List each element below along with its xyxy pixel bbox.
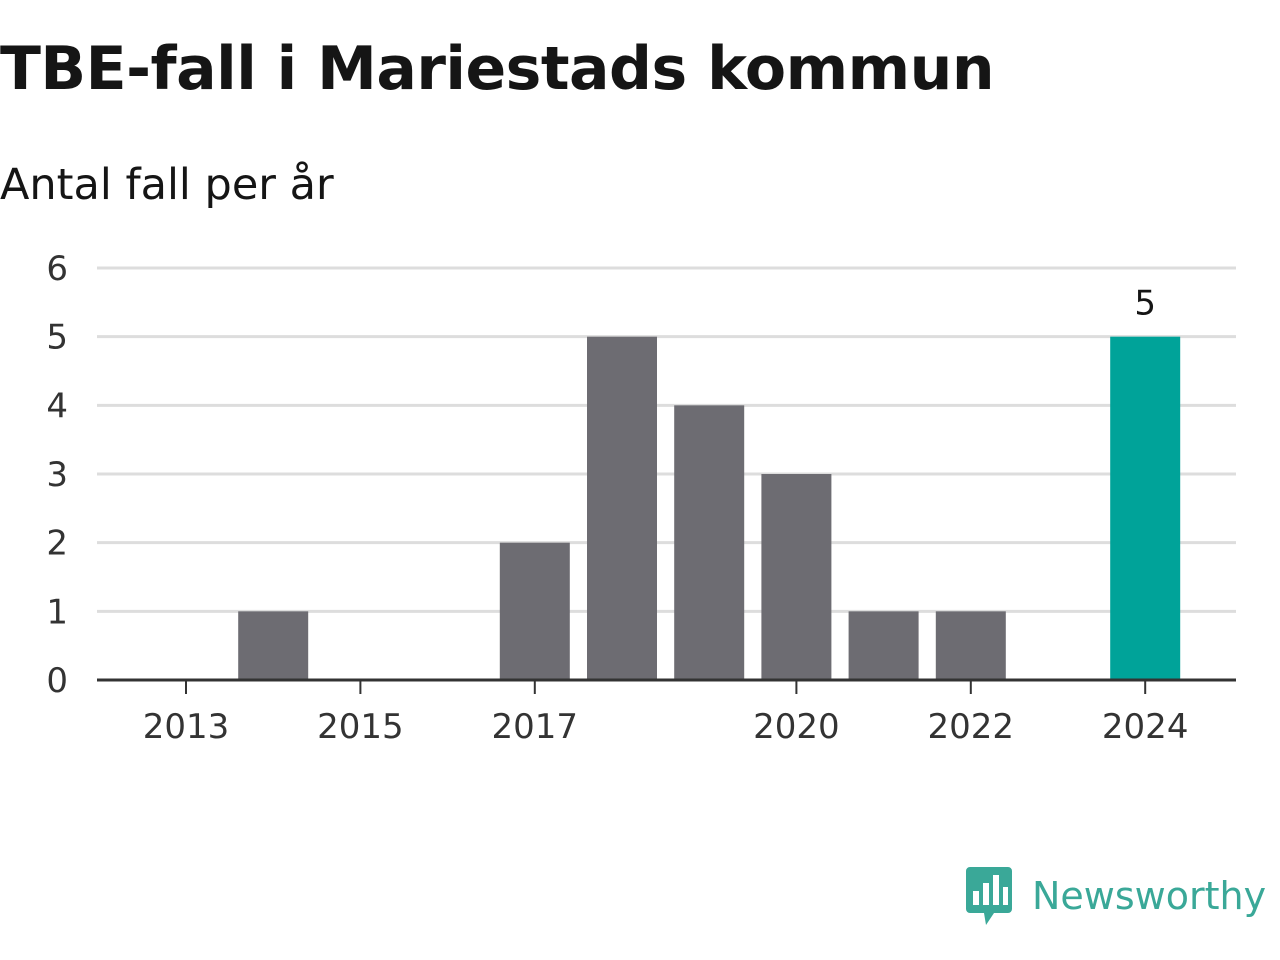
grid-lines [97,266,1236,613]
bar-2018 [587,336,657,680]
data-labels: 5 [1134,284,1156,324]
bar-chart-speech-bubble-icon [966,867,1012,925]
bar-2019 [674,405,745,680]
bar-2020 [761,474,832,680]
bar-2022 [935,611,1006,680]
x-tick-label: 2013 [143,707,230,747]
bar-2021 [848,611,919,680]
brand-logo: Newsworthy [964,864,1266,928]
y-tick-label: 0 [46,661,68,701]
x-tick-label: 2015 [317,707,404,747]
data-label-2024: 5 [1134,284,1156,324]
y-axis-ticks: 0 1 2 3 4 5 6 [46,249,68,701]
chart-title: TBE-fall i Mariestads kommun [0,34,995,104]
y-tick-label: 1 [46,592,68,632]
bar-2014 [238,611,309,680]
chart-subtitle: Antal fall per år [0,160,334,210]
x-tick-label: 2024 [1102,707,1189,747]
x-tick-label: 2017 [492,707,579,747]
y-tick-label: 2 [46,524,68,564]
bars [238,336,1181,680]
brand-name: Newsworthy [1032,874,1267,918]
bar-2017 [499,542,570,680]
x-axis-ticks: 2013 2015 2017 2020 2022 2024 [143,680,1189,747]
bar-2024 [1110,336,1181,680]
x-tick-label: 2022 [928,707,1015,747]
x-tick-label: 2020 [753,707,840,747]
y-tick-label: 4 [46,386,68,426]
y-tick-label: 5 [46,318,68,358]
y-tick-label: 6 [46,249,68,289]
bar-chart: 0 1 2 3 4 5 6 2013 2015 2017 2020 2022 2024 5 [46,249,1236,747]
y-tick-label: 3 [46,455,68,495]
